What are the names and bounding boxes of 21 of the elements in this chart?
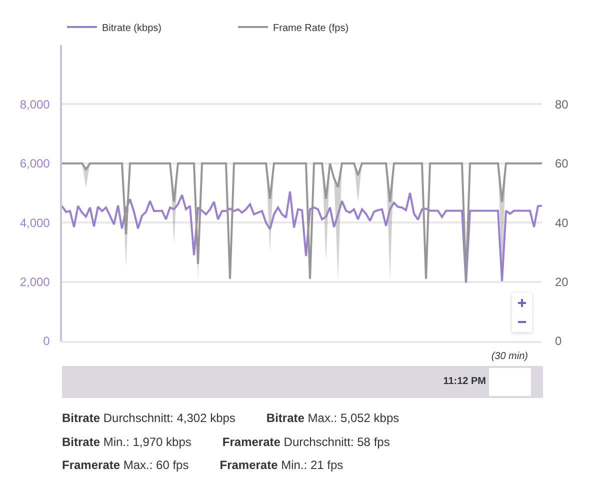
y-tick-label: 6,000: [20, 156, 50, 171]
text: Framerate Durchschnitt: 58 fps: [222, 434, 390, 448]
y2-tick-label: 60: [555, 156, 569, 171]
y-tick-label: 0: [43, 334, 50, 348]
text: Bitrate Max.: 5,052 kbps: [266, 411, 400, 425]
text: Framerate Min.: 21 fps: [220, 458, 344, 472]
y2-tick-label: 80: [555, 97, 569, 112]
y-tick-label: 4,000: [20, 216, 50, 230]
text: Framerate Max.: 60 fps: [62, 458, 189, 472]
legend-label: Frame Rate (fps): [273, 22, 349, 34]
y2-tick-label: 20: [555, 275, 569, 289]
y-tick-label: 8,000: [20, 97, 50, 112]
text: (30 min): [491, 350, 528, 363]
y2-tick-label: 40: [555, 216, 569, 230]
y2-tick-label: 0: [555, 334, 562, 348]
legend-label: Bitrate (kbps): [102, 22, 162, 34]
text: 11:12 PM: [443, 375, 486, 388]
y-tick-label: 2,000: [20, 275, 50, 289]
text: Bitrate Durchschnitt: 4,302 kbps: [62, 411, 236, 425]
text: Bitrate Min.: 1,970 kbps: [62, 434, 192, 448]
line-series: [62, 190, 542, 284]
